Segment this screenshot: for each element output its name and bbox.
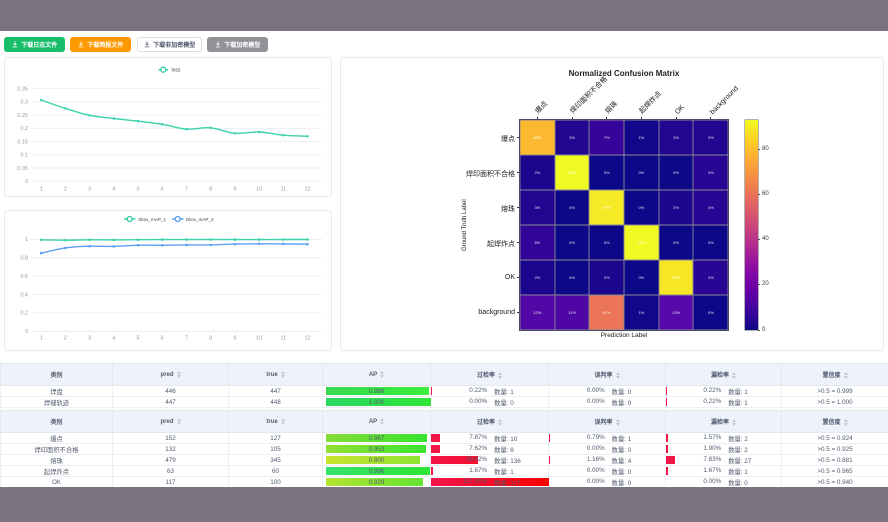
svg-text:4: 4 (112, 186, 115, 192)
svg-text:bbox_mAP_1: bbox_mAP_1 (139, 217, 167, 222)
svg-text:0: 0 (25, 179, 28, 185)
svg-text:9: 9 (233, 186, 236, 192)
svg-text:0: 0 (25, 329, 28, 335)
svg-text:8: 8 (209, 186, 212, 192)
svg-text:0.05: 0.05 (17, 166, 28, 172)
svg-text:bbox_mAP_2: bbox_mAP_2 (186, 217, 214, 222)
svg-text:7: 7 (185, 336, 188, 342)
svg-text:3: 3 (88, 336, 91, 342)
svg-text:2: 2 (64, 336, 67, 342)
svg-text:1: 1 (25, 237, 28, 243)
svg-text:0.35: 0.35 (17, 86, 28, 92)
svg-text:1: 1 (40, 186, 43, 192)
svg-text:4: 4 (112, 336, 115, 342)
svg-text:6: 6 (161, 336, 164, 342)
svg-text:0.8: 0.8 (20, 256, 28, 262)
svg-text:0.25: 0.25 (17, 113, 28, 119)
svg-text:loss: loss (172, 68, 181, 74)
svg-text:8: 8 (209, 336, 212, 342)
svg-text:11: 11 (280, 186, 286, 192)
svg-text:0.2: 0.2 (20, 311, 28, 317)
svg-text:10: 10 (256, 186, 262, 192)
svg-text:10: 10 (256, 336, 262, 342)
svg-text:0.4: 0.4 (20, 292, 28, 298)
svg-text:5: 5 (136, 186, 139, 192)
svg-text:0.15: 0.15 (17, 139, 28, 145)
svg-text:3: 3 (88, 186, 91, 192)
svg-text:12: 12 (304, 336, 310, 342)
svg-text:12: 12 (304, 186, 310, 192)
svg-text:0.3: 0.3 (20, 100, 28, 106)
svg-text:1: 1 (40, 336, 43, 342)
svg-text:6: 6 (161, 186, 164, 192)
svg-text:0.6: 0.6 (20, 274, 28, 280)
svg-text:2: 2 (64, 186, 67, 192)
svg-text:5: 5 (136, 336, 139, 342)
svg-text:0.1: 0.1 (20, 153, 28, 159)
svg-text:7: 7 (185, 186, 188, 192)
svg-text:9: 9 (233, 336, 236, 342)
svg-text:11: 11 (280, 336, 286, 342)
svg-text:0.2: 0.2 (20, 126, 28, 132)
